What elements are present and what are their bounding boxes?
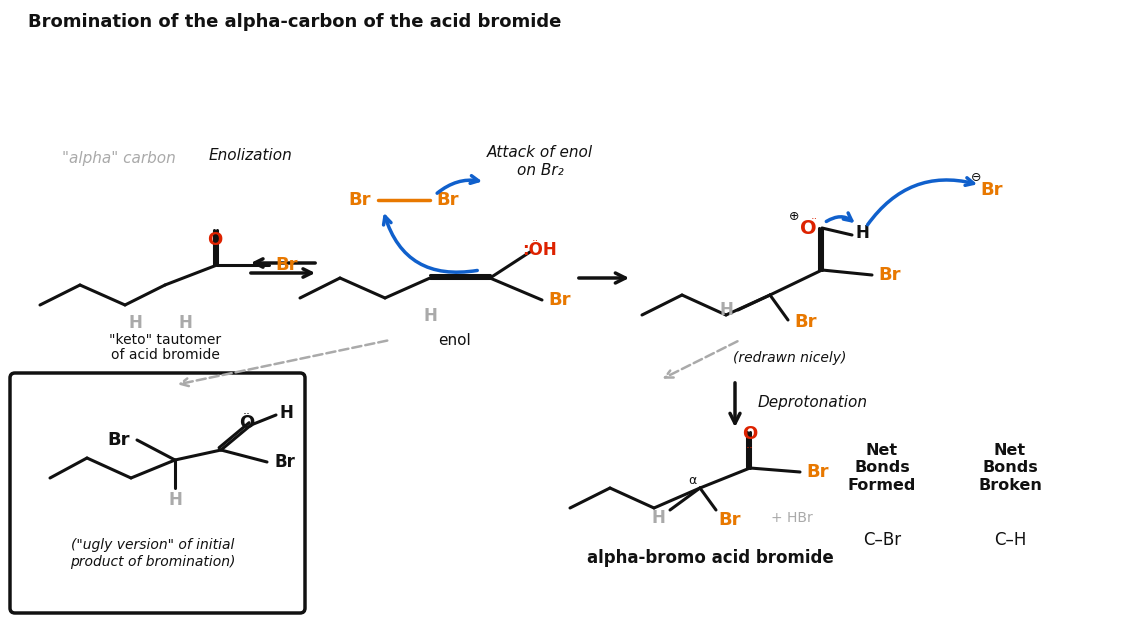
Text: O: O bbox=[240, 414, 255, 432]
Text: C–Br: C–Br bbox=[863, 531, 901, 549]
Text: O: O bbox=[743, 425, 758, 443]
Text: α: α bbox=[688, 474, 696, 486]
Text: Enolization: Enolization bbox=[208, 147, 292, 163]
Text: Net
Bonds
Formed: Net Bonds Formed bbox=[848, 443, 916, 493]
Text: ..: .. bbox=[532, 233, 538, 243]
Text: H: H bbox=[424, 307, 437, 325]
Text: C–H: C–H bbox=[994, 531, 1026, 549]
Text: Br: Br bbox=[719, 511, 742, 529]
Text: H: H bbox=[855, 224, 869, 242]
Text: H: H bbox=[168, 491, 181, 509]
Text: Br: Br bbox=[276, 256, 298, 274]
Text: :OH: :OH bbox=[522, 241, 558, 259]
Text: "alpha" carbon: "alpha" carbon bbox=[62, 150, 176, 166]
Text: Br: Br bbox=[108, 431, 130, 449]
Text: O: O bbox=[800, 218, 816, 237]
Text: product of bromination): product of bromination) bbox=[70, 555, 235, 569]
Text: Br: Br bbox=[980, 181, 1003, 199]
Text: ..: .. bbox=[810, 211, 817, 221]
Text: ⊕: ⊕ bbox=[789, 209, 799, 223]
Text: Br: Br bbox=[274, 453, 295, 471]
Text: on Br₂: on Br₂ bbox=[517, 163, 564, 177]
Text: of acid bromide: of acid bromide bbox=[110, 348, 219, 362]
Text: alpha-bromo acid bromide: alpha-bromo acid bromide bbox=[587, 549, 833, 567]
Text: (redrawn nicely): (redrawn nicely) bbox=[734, 351, 847, 365]
Text: ..: .. bbox=[243, 403, 251, 417]
Text: enol: enol bbox=[439, 333, 472, 348]
Text: "keto" tautomer: "keto" tautomer bbox=[109, 333, 222, 347]
Text: Br: Br bbox=[878, 266, 901, 284]
Text: H: H bbox=[719, 301, 732, 319]
FancyBboxPatch shape bbox=[10, 373, 305, 613]
Text: ("ugly version" of initial: ("ugly version" of initial bbox=[71, 538, 234, 552]
Text: ..: .. bbox=[746, 438, 754, 451]
Text: Net
Bonds
Broken: Net Bonds Broken bbox=[978, 443, 1042, 493]
Text: Br: Br bbox=[436, 191, 459, 209]
Text: H: H bbox=[178, 314, 192, 332]
Text: Br: Br bbox=[549, 291, 572, 309]
Text: Attack of enol: Attack of enol bbox=[487, 145, 594, 159]
Text: ⊖: ⊖ bbox=[971, 170, 982, 184]
Text: Bromination of the alpha-carbon of the acid bromide: Bromination of the alpha-carbon of the a… bbox=[28, 13, 561, 31]
Text: Br: Br bbox=[794, 313, 817, 331]
Text: H: H bbox=[129, 314, 142, 332]
Text: Br: Br bbox=[807, 463, 829, 481]
Text: O: O bbox=[208, 231, 223, 249]
Text: H: H bbox=[651, 509, 665, 527]
Text: Deprotonation: Deprotonation bbox=[758, 394, 868, 410]
Text: Br: Br bbox=[349, 191, 371, 209]
Text: H: H bbox=[279, 404, 293, 422]
Text: + HBr: + HBr bbox=[771, 511, 813, 525]
